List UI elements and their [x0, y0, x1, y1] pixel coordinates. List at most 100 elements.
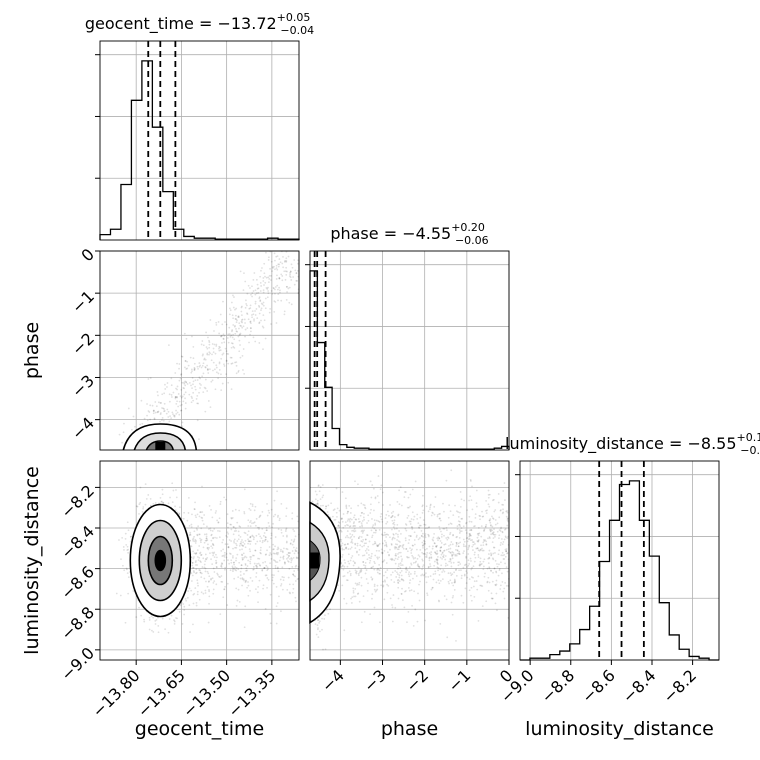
scatter-point [160, 500, 163, 503]
scatter-point [188, 382, 191, 384]
scatter-point [150, 629, 153, 632]
scatter-point [255, 517, 258, 520]
scatter-point [252, 313, 255, 316]
scatter-point [281, 550, 284, 553]
scatter-point [188, 524, 191, 527]
scatter-point [258, 296, 261, 299]
scatter-point [252, 538, 255, 541]
scatter-point [186, 519, 189, 522]
scatter-point [259, 299, 262, 302]
scatter-point [229, 335, 232, 338]
scatter-point [218, 530, 221, 533]
scatter-point [297, 269, 299, 272]
scatter-point [279, 550, 282, 553]
scatter-point [252, 336, 255, 339]
scatter-point [286, 588, 289, 591]
scatter-point [242, 325, 245, 328]
scatter-point [146, 414, 148, 417]
scatter-point [243, 318, 246, 321]
panel-geocent_time-geocent_time [95, 41, 299, 240]
scatter-point [261, 541, 264, 544]
scatter-point [247, 559, 250, 562]
scatter-point [219, 346, 221, 349]
scatter-point [253, 318, 255, 321]
scatter-point [235, 542, 237, 545]
scatter-point [241, 318, 244, 321]
scatter-point [127, 407, 130, 410]
scatter-point [121, 441, 124, 444]
scatter-point [153, 410, 155, 412]
scatter-point [200, 527, 203, 530]
scatter-point [279, 291, 281, 294]
scatter-point [265, 526, 268, 529]
scatter-point [239, 344, 241, 346]
scatter-point [211, 563, 214, 566]
scatter-point [240, 319, 243, 321]
scatter-point [213, 527, 216, 530]
scatter-point [206, 364, 208, 367]
scatter-point [271, 292, 274, 295]
scatter-point [260, 319, 262, 322]
scatter-point [288, 286, 291, 289]
scatter-point [293, 539, 296, 542]
scatter-point [184, 360, 187, 362]
scatter-point [164, 628, 167, 631]
scatter-point [238, 544, 241, 547]
scatter-point [249, 502, 252, 505]
panel-bg [310, 461, 509, 660]
scatter-point [292, 583, 295, 586]
scatter-luminosity_distance-geocent_time [115, 482, 300, 634]
scatter-point [236, 540, 239, 542]
scatter-point [232, 547, 234, 550]
scatter-point [237, 568, 240, 571]
scatter-point [208, 346, 211, 349]
scatter-point [193, 540, 196, 543]
scatter-point [289, 273, 291, 276]
scatter-point [182, 400, 185, 403]
scatter-point [155, 405, 158, 408]
scatter-point [167, 410, 170, 413]
scatter-point [184, 380, 187, 383]
scatter-point [232, 324, 235, 326]
scatter-point [207, 336, 209, 339]
scatter-point [238, 600, 241, 603]
scatter-point [163, 410, 165, 413]
scatter-point [266, 586, 268, 589]
scatter-point [227, 533, 230, 535]
scatter-point [180, 373, 182, 376]
scatter-point [203, 358, 206, 361]
scatter-point [297, 259, 299, 262]
scatter-point [249, 333, 251, 336]
scatter-point [192, 602, 195, 605]
scatter-point [163, 402, 166, 405]
scatter-point [166, 408, 169, 411]
scatter-point [233, 338, 236, 341]
scatter-point [276, 255, 279, 258]
scatter-point [285, 515, 288, 518]
scatter-point [159, 412, 162, 414]
scatter-point [204, 539, 207, 542]
scatter-point [184, 384, 187, 387]
scatter-point [274, 292, 276, 295]
scatter-point [192, 345, 195, 348]
scatter-point [234, 361, 236, 364]
scatter-point [233, 541, 236, 544]
scatter-point [234, 314, 237, 317]
scatter-point [198, 545, 201, 547]
scatter-point [215, 345, 218, 347]
scatter-point [262, 301, 265, 304]
scatter-point [269, 552, 272, 554]
scatter-point [171, 482, 174, 485]
scatter-point [189, 631, 191, 633]
scatter-point [126, 545, 129, 548]
scatter-point [258, 564, 261, 566]
scatter-point [258, 312, 261, 315]
scatter-point [249, 327, 252, 329]
scatter-point [274, 564, 277, 567]
scatter-point [289, 270, 292, 273]
scatter-point [187, 364, 190, 367]
scatter-point [157, 625, 160, 627]
scatter-point [252, 290, 255, 292]
scatter-point [195, 568, 198, 571]
scatter-point [161, 416, 164, 419]
